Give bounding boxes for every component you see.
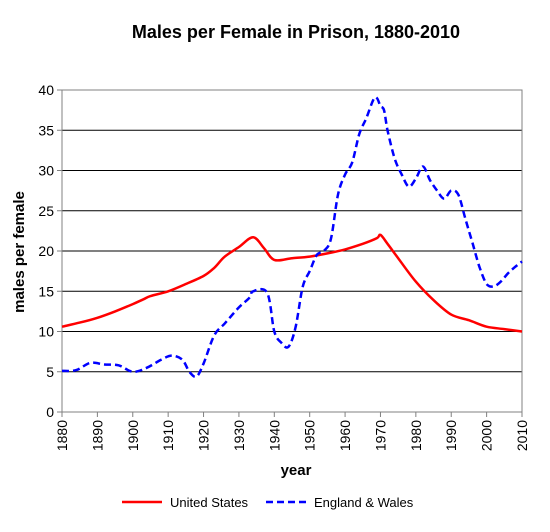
legend: United States England & Wales xyxy=(122,495,414,510)
y-tick-label: 40 xyxy=(38,82,54,98)
legend-item-england-wales: England & Wales xyxy=(266,495,414,510)
y-tick-label: 0 xyxy=(46,404,54,420)
y-tick-label: 30 xyxy=(38,163,54,179)
x-tick-label: 1890 xyxy=(89,420,105,451)
series-line-england-wales xyxy=(61,95,523,379)
y-axis: 0 5 10 15 20 25 30 35 40 xyxy=(38,82,62,420)
x-tick-label: 1960 xyxy=(337,420,353,451)
x-tick-label: 2000 xyxy=(479,420,495,451)
x-tick-label: 1970 xyxy=(372,420,388,451)
x-tick-label: 1940 xyxy=(266,420,282,451)
y-tick-label: 10 xyxy=(38,324,54,340)
x-tick-label: 1920 xyxy=(196,420,212,451)
y-tick-label: 35 xyxy=(38,122,54,138)
x-tick-label: 1980 xyxy=(408,420,424,451)
legend-label-england-wales: England & Wales xyxy=(314,495,414,510)
x-tick-label: 1930 xyxy=(231,420,247,451)
legend-item-united-states: United States xyxy=(122,495,249,510)
x-tick-label: 1880 xyxy=(54,420,70,451)
x-tick-label: 1950 xyxy=(302,420,318,451)
x-axis-label: year xyxy=(281,462,312,479)
y-tick-label: 25 xyxy=(38,203,54,219)
chart-title: Males per Female in Prison, 1880-2010 xyxy=(132,22,460,42)
x-tick-label: 2010 xyxy=(514,420,530,451)
y-tick-label: 15 xyxy=(38,283,54,299)
y-tick-label: 5 xyxy=(46,364,54,380)
x-tick-label: 1990 xyxy=(443,420,459,451)
y-tick-label: 20 xyxy=(38,243,54,259)
x-axis: 1880 1890 1900 1910 1920 1930 1940 1950 1960 1970… xyxy=(54,412,530,451)
x-tick-label: 1910 xyxy=(160,420,176,451)
legend-label-united-states: United States xyxy=(170,495,249,510)
y-axis-label: males per female xyxy=(11,191,28,313)
gridlines xyxy=(62,129,522,373)
x-tick-label: 1900 xyxy=(125,420,141,451)
series-line-united-states xyxy=(61,233,523,333)
series-layer xyxy=(61,95,523,379)
